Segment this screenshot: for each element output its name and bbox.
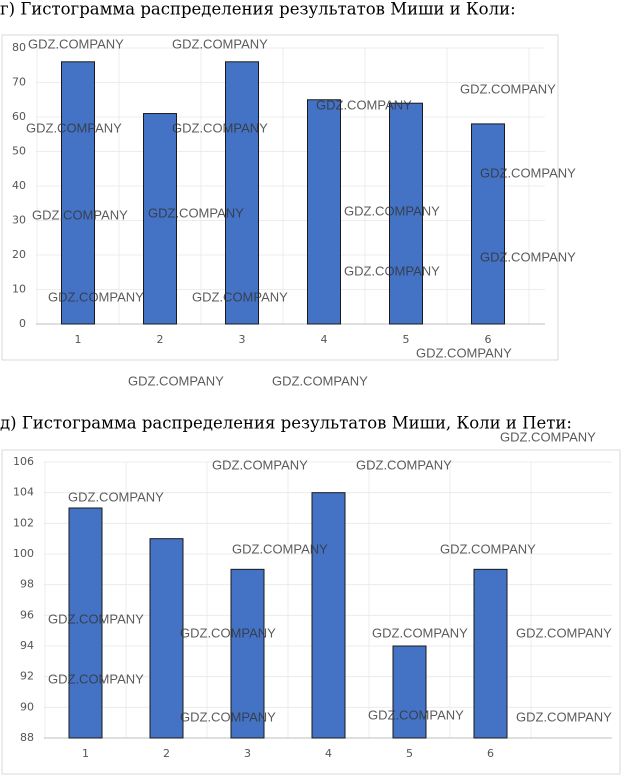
bar bbox=[68, 507, 103, 739]
watermark: GDZ.COMPANY bbox=[356, 457, 452, 472]
bar bbox=[473, 568, 508, 739]
watermark: GDZ.COMPANY bbox=[148, 205, 244, 220]
x-tick-label: 1 bbox=[75, 333, 82, 346]
y-tick-label: 40 bbox=[12, 179, 26, 192]
watermark: GDZ.COMPANY bbox=[516, 625, 612, 640]
y-tick-label: 30 bbox=[12, 214, 26, 227]
watermark: GDZ.COMPANY bbox=[416, 345, 512, 360]
watermark: GDZ.COMPANY bbox=[68, 489, 164, 504]
x-tick-label: 4 bbox=[321, 333, 328, 346]
y-tick-label: 20 bbox=[12, 248, 26, 261]
y-tick-label: 70 bbox=[12, 76, 26, 89]
watermark: GDZ.COMPANY bbox=[48, 289, 144, 304]
watermark: GDZ.COMPANY bbox=[372, 625, 468, 640]
bar bbox=[311, 492, 346, 739]
y-tick-label: 10 bbox=[12, 283, 26, 296]
bar bbox=[149, 538, 184, 739]
watermark: GDZ.COMPANY bbox=[128, 373, 224, 388]
bar bbox=[389, 102, 423, 325]
chart-frame bbox=[1, 34, 559, 361]
y-tick-label: 60 bbox=[12, 110, 26, 123]
x-tick-label: 2 bbox=[163, 747, 170, 760]
y-tick-label: 106 bbox=[13, 455, 34, 468]
watermark: GDZ.COMPANY bbox=[172, 120, 268, 135]
watermark: GDZ.COMPANY bbox=[48, 611, 144, 626]
watermark: GDZ.COMPANY bbox=[232, 541, 328, 556]
watermark: GDZ.COMPANY bbox=[26, 120, 122, 135]
watermark: GDZ.COMPANY bbox=[172, 36, 268, 51]
watermark: GDZ.COMPANY bbox=[460, 81, 556, 96]
x-tick-label: 2 bbox=[157, 333, 164, 346]
x-tick-label: 4 bbox=[325, 747, 332, 760]
watermark: GDZ.COMPANY bbox=[316, 97, 412, 112]
bar bbox=[230, 568, 265, 739]
x-tick-label: 6 bbox=[485, 333, 492, 346]
x-tick-label: 6 bbox=[487, 747, 494, 760]
y-tick-label: 104 bbox=[13, 486, 34, 499]
chart-title: д) Гистограмма распределения результатов… bbox=[0, 414, 572, 433]
y-tick-label: 80 bbox=[12, 41, 26, 54]
watermark: GDZ.COMPANY bbox=[368, 707, 464, 722]
watermark: GDZ.COMPANY bbox=[48, 671, 144, 686]
watermark: GDZ.COMPANY bbox=[180, 709, 276, 724]
x-tick-label: 1 bbox=[82, 747, 89, 760]
x-tick-label: 3 bbox=[244, 747, 251, 760]
y-tick-label: 98 bbox=[20, 578, 34, 591]
watermark: GDZ.COMPANY bbox=[28, 36, 124, 51]
watermark: GDZ.COMPANY bbox=[192, 289, 288, 304]
y-tick-label: 92 bbox=[20, 670, 34, 683]
bar bbox=[143, 113, 177, 325]
y-tick-label: 90 bbox=[20, 700, 34, 713]
bar bbox=[307, 99, 341, 325]
chart-title: г) Гистограмма распределения результатов… bbox=[0, 0, 516, 19]
bar bbox=[392, 645, 427, 739]
y-tick-label: 100 bbox=[13, 547, 34, 560]
watermark: GDZ.COMPANY bbox=[180, 625, 276, 640]
watermark: GDZ.COMPANY bbox=[344, 263, 440, 278]
y-tick-label: 88 bbox=[20, 731, 34, 744]
watermark: GDZ.COMPANY bbox=[516, 709, 612, 724]
watermark: GDZ.COMPANY bbox=[440, 541, 536, 556]
watermark: GDZ.COMPANY bbox=[500, 429, 596, 444]
bar bbox=[225, 61, 259, 325]
watermark: GDZ.COMPANY bbox=[344, 203, 440, 218]
watermark: GDZ.COMPANY bbox=[32, 207, 128, 222]
watermark: GDZ.COMPANY bbox=[480, 249, 576, 264]
watermark: GDZ.COMPANY bbox=[212, 457, 308, 472]
x-tick-label: 3 bbox=[239, 333, 246, 346]
watermark: GDZ.COMPANY bbox=[272, 373, 368, 388]
chart-frame bbox=[1, 449, 621, 775]
bar bbox=[61, 61, 95, 325]
watermark: GDZ.COMPANY bbox=[480, 165, 576, 180]
y-tick-label: 50 bbox=[12, 145, 26, 158]
y-tick-label: 94 bbox=[20, 639, 34, 652]
x-tick-label: 5 bbox=[403, 333, 410, 346]
y-tick-label: 96 bbox=[20, 608, 34, 621]
bar bbox=[471, 123, 505, 325]
y-tick-label: 102 bbox=[13, 516, 34, 529]
y-tick-label: 0 bbox=[19, 317, 26, 330]
x-tick-label: 5 bbox=[406, 747, 413, 760]
